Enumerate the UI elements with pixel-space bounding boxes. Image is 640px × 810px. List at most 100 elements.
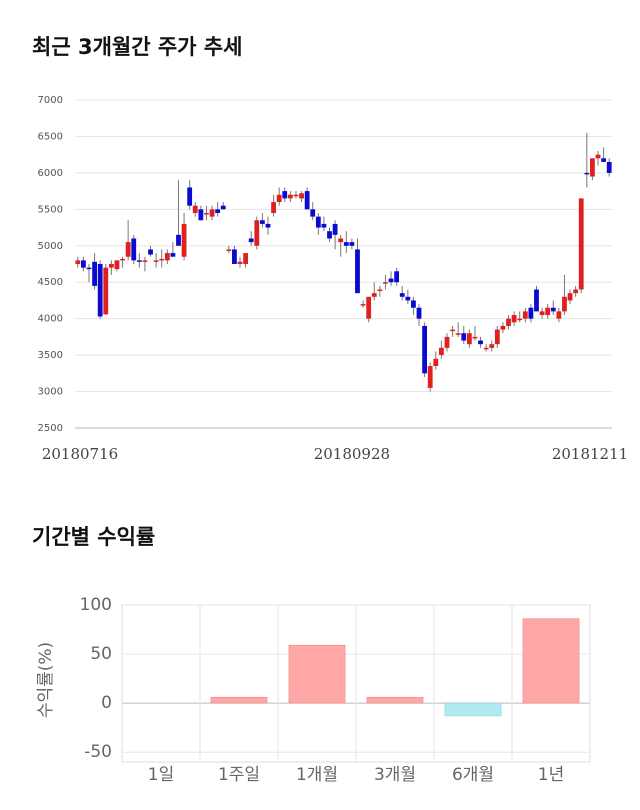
candle-body bbox=[226, 249, 232, 251]
candle-body bbox=[461, 333, 467, 341]
candle-body bbox=[422, 325, 428, 374]
candle-body bbox=[411, 300, 416, 308]
y-tick-label: 4000 bbox=[38, 314, 63, 325]
y-tick-label: 2500 bbox=[38, 423, 63, 434]
candle-body bbox=[209, 209, 215, 217]
candle-body bbox=[534, 289, 539, 312]
candle-body bbox=[170, 253, 176, 257]
bar bbox=[288, 644, 346, 704]
candle-body bbox=[522, 311, 528, 319]
candle-body bbox=[254, 220, 260, 246]
candle-body bbox=[220, 205, 226, 210]
candle-body bbox=[181, 223, 187, 257]
candle-body bbox=[265, 223, 271, 228]
candle-body bbox=[271, 202, 276, 213]
candle-body bbox=[360, 304, 366, 306]
chart-title: 최근 3개월간 주가 추세 bbox=[32, 35, 242, 59]
candle-body bbox=[349, 242, 355, 246]
x-tick-label: 20180928 bbox=[314, 445, 390, 463]
candle-body bbox=[103, 267, 109, 315]
candle-body bbox=[338, 238, 344, 243]
candle-body bbox=[366, 296, 372, 319]
candle-body bbox=[466, 333, 472, 345]
candle-body bbox=[114, 260, 120, 270]
candle-body bbox=[198, 209, 204, 221]
candle-body bbox=[578, 198, 584, 290]
y-tick-label: 3000 bbox=[38, 387, 63, 398]
candle-body bbox=[159, 258, 165, 261]
x-tick-label: 1년 bbox=[538, 765, 564, 785]
candle-body bbox=[97, 264, 103, 317]
x-tick-label: 20181211 bbox=[552, 445, 628, 463]
candle-body bbox=[108, 264, 114, 268]
candle-body bbox=[489, 344, 495, 348]
y-tick-label: 3500 bbox=[38, 350, 63, 361]
candle-body bbox=[243, 253, 249, 264]
candle-body bbox=[232, 249, 237, 264]
y-tick-label: 4500 bbox=[38, 277, 63, 288]
candle-body bbox=[321, 223, 327, 228]
candle-body bbox=[562, 296, 567, 312]
candle-body bbox=[545, 307, 551, 316]
bar bbox=[522, 618, 580, 704]
candle-body bbox=[355, 249, 360, 294]
candle-body bbox=[584, 172, 590, 175]
candle-body bbox=[304, 191, 310, 210]
candle-body bbox=[259, 220, 265, 224]
y-tick-label: 5500 bbox=[38, 204, 63, 215]
x-tick-label: 1주일 bbox=[218, 765, 260, 785]
candle-body bbox=[539, 311, 545, 316]
candle-body bbox=[371, 293, 377, 297]
candle-body bbox=[237, 261, 243, 264]
candle-body bbox=[248, 238, 254, 243]
candle-body bbox=[405, 296, 411, 301]
candle-body bbox=[131, 238, 137, 261]
bar bbox=[210, 696, 268, 704]
chart-title: 기간별 수익률 bbox=[32, 525, 155, 549]
candle-body bbox=[590, 158, 595, 177]
candle-body bbox=[500, 325, 506, 330]
candle-body bbox=[483, 347, 489, 350]
candle-body bbox=[444, 336, 450, 348]
candle-body bbox=[517, 318, 523, 321]
candle-body bbox=[299, 193, 304, 199]
x-tick-label: 6개월 bbox=[452, 765, 494, 785]
bar bbox=[366, 696, 424, 704]
candle-body bbox=[204, 212, 209, 215]
candle-body bbox=[327, 231, 332, 239]
candle-body bbox=[506, 318, 511, 326]
candle-body bbox=[573, 289, 579, 294]
candle-body bbox=[478, 340, 483, 345]
y-tick-label: 5000 bbox=[38, 241, 63, 252]
x-tick-label: 3개월 bbox=[374, 765, 416, 785]
candle-body bbox=[343, 242, 349, 246]
candle-body bbox=[92, 261, 97, 286]
candle-body bbox=[416, 307, 422, 319]
candle-body bbox=[276, 194, 282, 203]
candle-body bbox=[601, 158, 607, 162]
candle-body bbox=[567, 293, 573, 301]
y-tick-label: 50 bbox=[90, 644, 112, 664]
candle-body bbox=[528, 307, 534, 319]
y-tick-label: 100 bbox=[80, 595, 112, 615]
candle-body bbox=[176, 234, 181, 246]
candle-body bbox=[494, 329, 500, 345]
candle-body bbox=[556, 311, 562, 319]
candle-body bbox=[377, 289, 383, 292]
x-tick-label: 1일 bbox=[148, 765, 174, 785]
candle-body bbox=[125, 242, 131, 257]
candle-body bbox=[450, 329, 455, 332]
candle-body bbox=[187, 187, 193, 206]
candle-body bbox=[438, 347, 444, 356]
candle-body bbox=[433, 358, 439, 367]
candle-body bbox=[310, 209, 316, 217]
candle-body bbox=[595, 154, 601, 159]
bar bbox=[444, 702, 502, 717]
candle-body bbox=[215, 209, 221, 213]
candle-body bbox=[550, 307, 556, 312]
y-axis-label: 수익률(%) bbox=[36, 642, 56, 718]
candle-body bbox=[315, 216, 321, 228]
candle-body bbox=[383, 282, 388, 284]
candle-body bbox=[282, 191, 288, 199]
